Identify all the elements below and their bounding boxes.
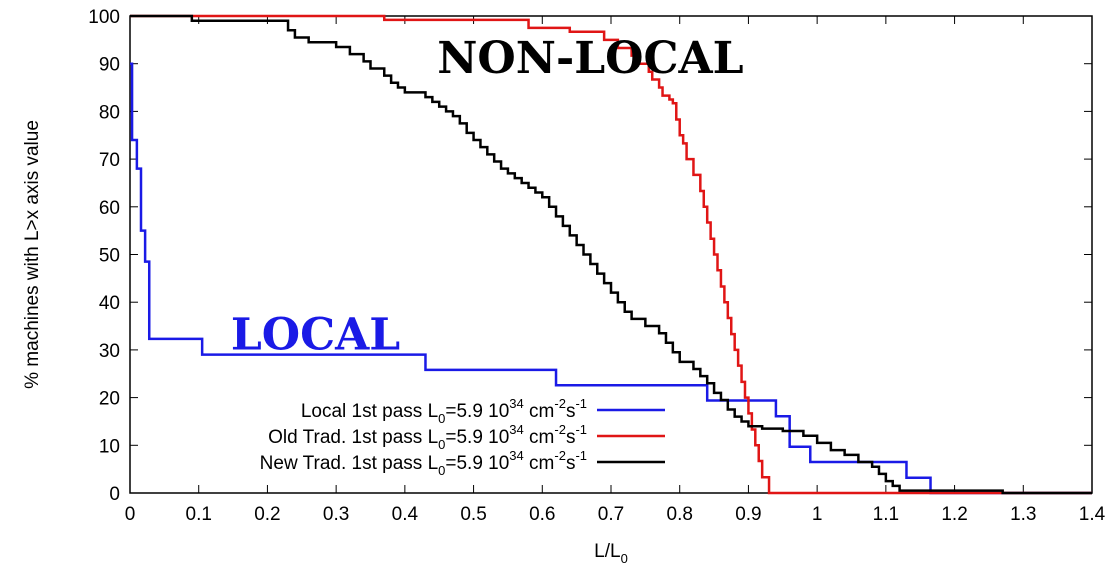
y-axis-title: % machines with L>x axis value — [22, 120, 43, 389]
y-tick-label: 0 — [109, 484, 120, 505]
y-ticks: 0 10 20 30 40 50 60 70 80 90 100 — [88, 7, 1092, 505]
x-tick-label: 1.3 — [1010, 504, 1036, 525]
x-tick-label: 1.1 — [873, 504, 899, 525]
legend-label-1: Local 1st pass L0=5.9 1034 cm-2s-1 — [301, 396, 587, 426]
y-tick-label: 50 — [99, 246, 120, 267]
series-line-3 — [130, 14, 1092, 495]
y-tick-label: 20 — [99, 389, 120, 410]
y-tick-label: 80 — [99, 102, 120, 123]
x-tick-label: 0.7 — [598, 504, 624, 525]
y-tick-label: 40 — [99, 293, 120, 314]
x-tick-label: 0.5 — [460, 504, 486, 525]
legend-label-3: New Trad. 1st pass L0=5.9 1034 cm-2s-1 — [260, 448, 587, 478]
x-tick-label: 1.2 — [941, 504, 967, 525]
y-tick-label: 90 — [99, 55, 120, 76]
legend-label-2: Old Trad. 1st pass L0=5.9 1034 cm-2s-1 — [268, 422, 587, 452]
y-tick-label: 10 — [99, 436, 120, 457]
x-tick-label: 0.4 — [392, 504, 419, 525]
x-axis-title: L/L0 — [594, 541, 628, 566]
annotation-non-local: NON-LOCAL — [437, 33, 743, 84]
y-tick-label: 30 — [99, 341, 120, 362]
x-ticks: 0 0.1 0.2 0.3 0.4 0.5 0.6 0.7 0.8 0.9 1 1.1 1.2 1.3 1.… — [125, 16, 1106, 525]
x-tick-label: 0 — [125, 504, 136, 525]
annotation-local: LOCAL — [231, 310, 400, 361]
x-tick-label: 0.1 — [186, 504, 212, 525]
y-tick-label: 100 — [88, 7, 120, 28]
series-group — [130, 14, 1092, 495]
x-tick-label: 0.6 — [529, 504, 555, 525]
y-tick-label: 60 — [99, 198, 120, 219]
x-tick-label: 1.4 — [1079, 504, 1106, 525]
series-line-2 — [130, 14, 1092, 495]
x-tick-label: 0.2 — [254, 504, 280, 525]
x-tick-label: 0.8 — [667, 504, 693, 525]
x-tick-label: 0.3 — [323, 504, 349, 525]
series-line-1 — [130, 62, 1092, 495]
plot-frame — [129, 15, 1093, 494]
x-tick-label: 0.9 — [735, 504, 761, 525]
y-tick-label: 70 — [99, 150, 120, 171]
x-tick-label: 1 — [812, 504, 823, 525]
